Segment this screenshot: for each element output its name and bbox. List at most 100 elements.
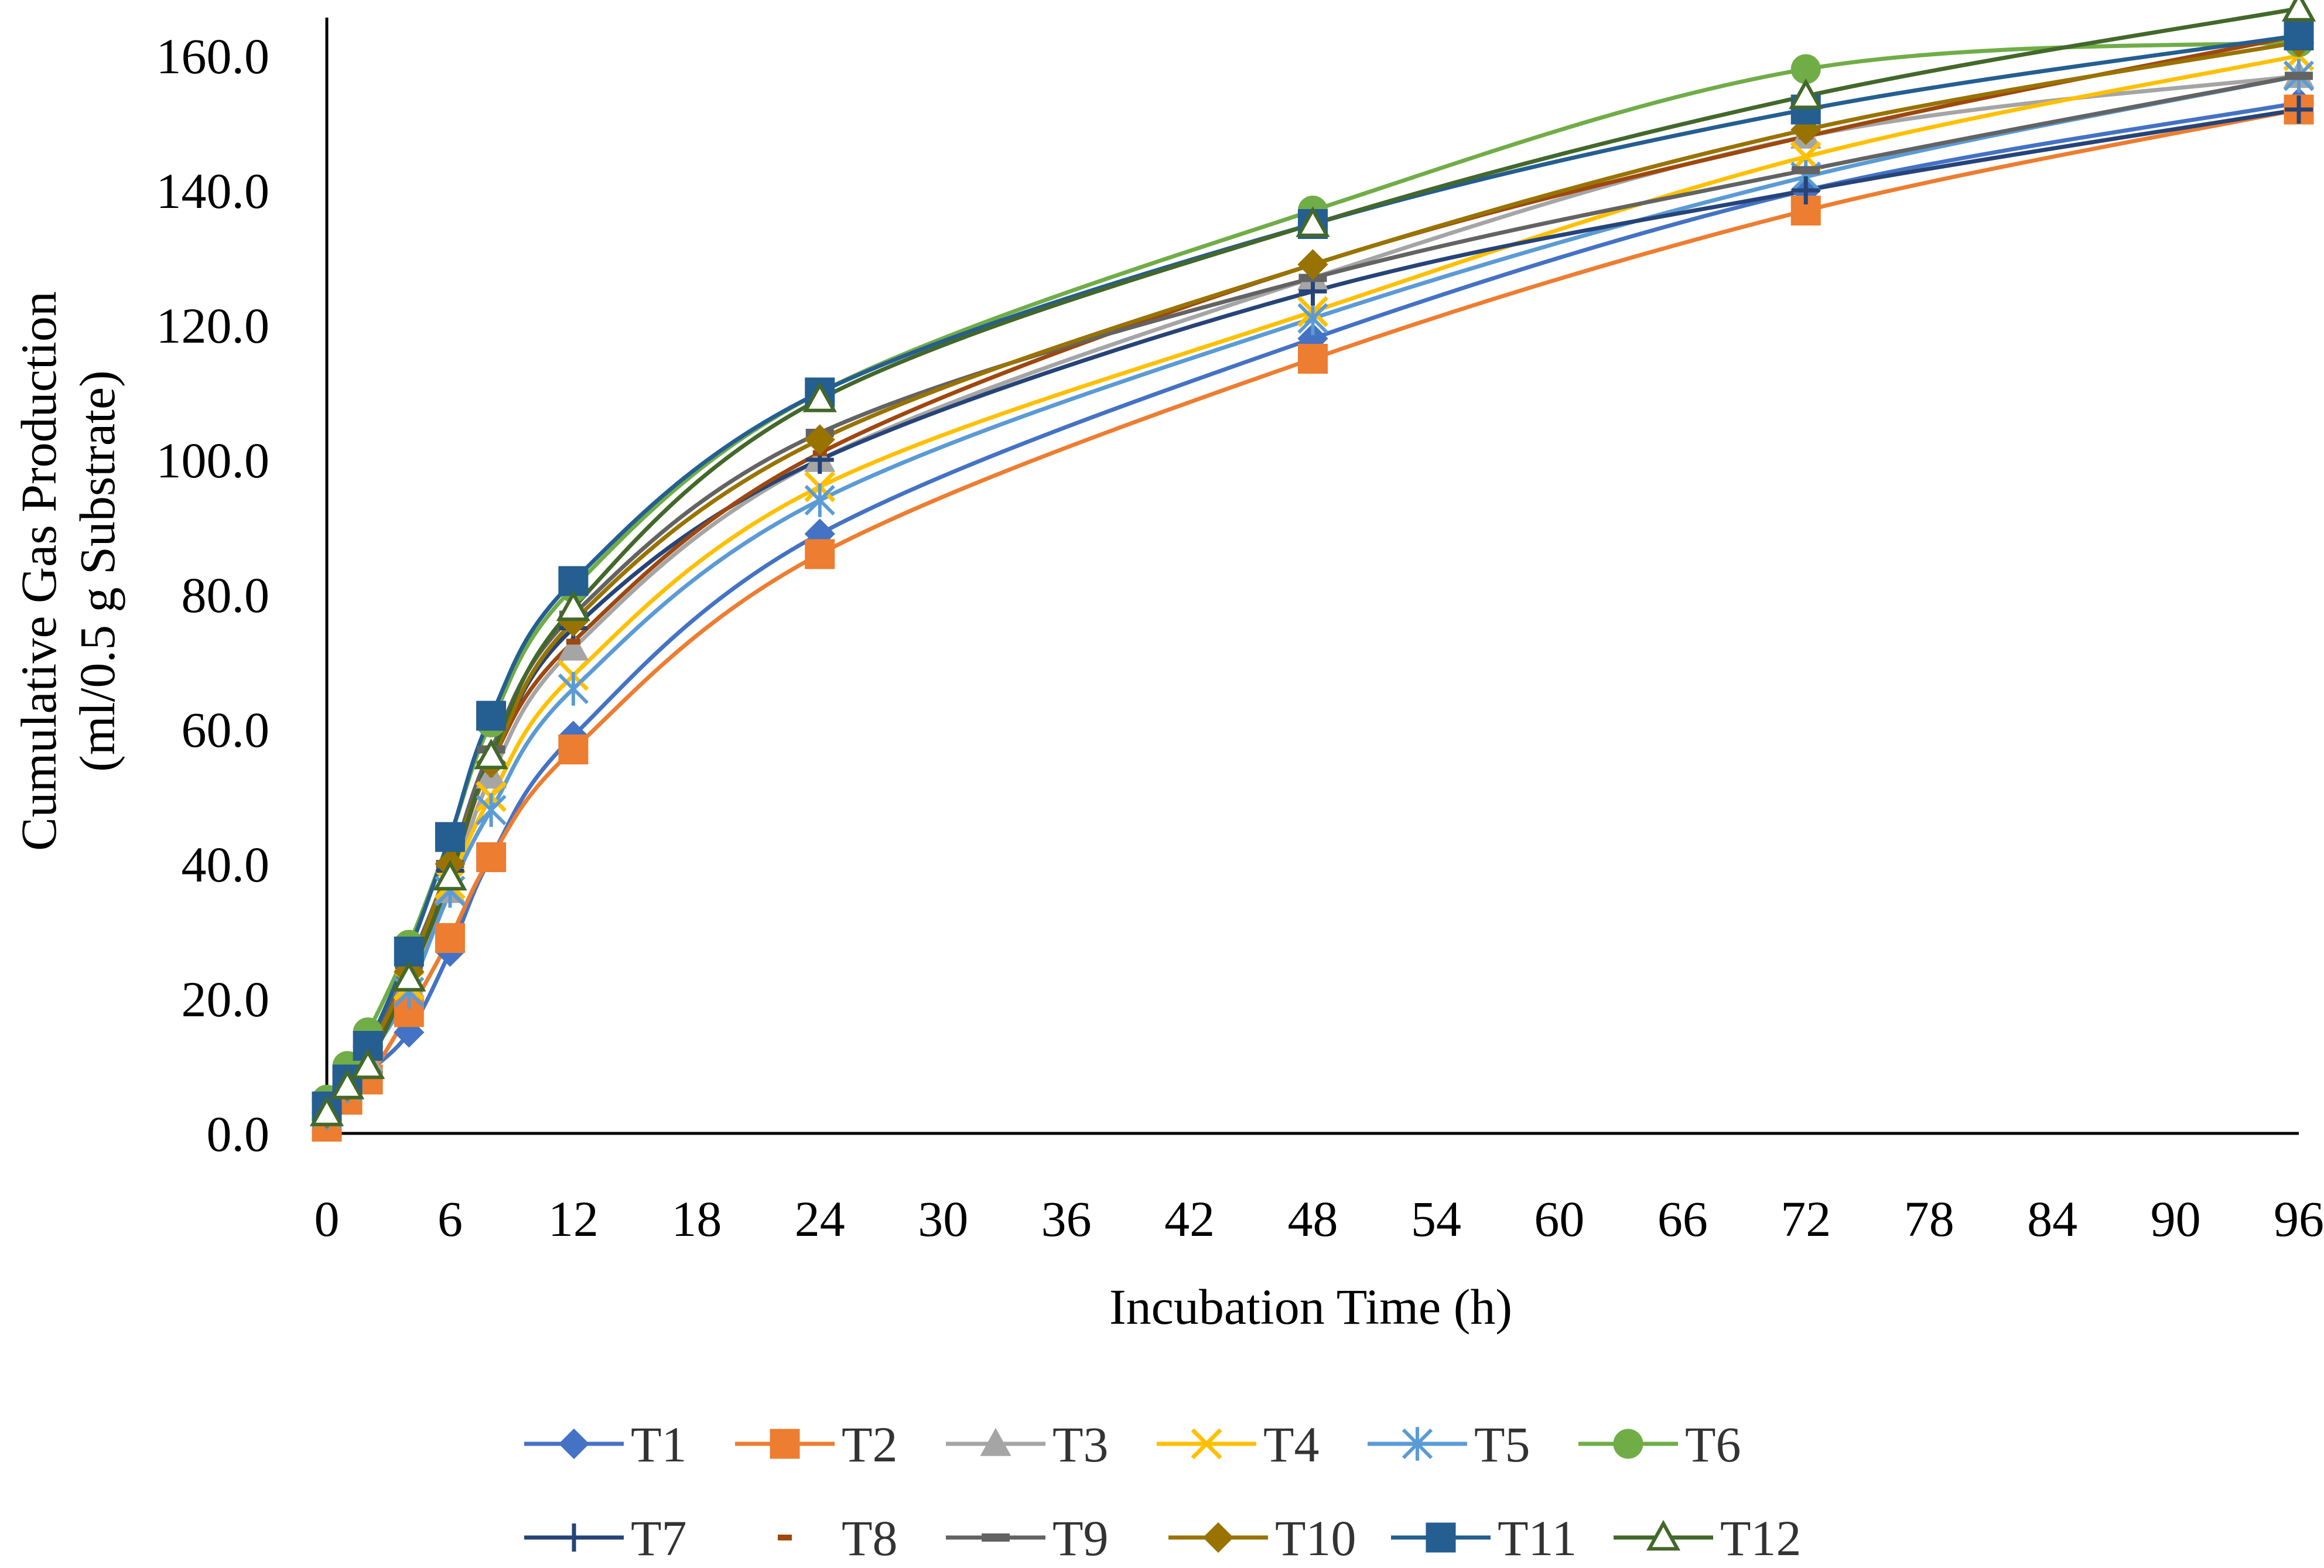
legend-label: T9 [1052,1510,1109,1566]
y-axis-title: Cumulative Gas Production (ml/0.5 g Subs… [11,291,125,850]
data-point-t12 [351,1048,385,1080]
legend-label: T5 [1474,1416,1530,1473]
y-tick-label: 140.0 [156,163,270,219]
data-point-t7 [1792,176,1820,204]
y-axis-ticks: 0.0 20.0 40.0 60.0 80.0 100.0 120.0 140.0 160.0 [156,28,270,1162]
data-point-t12 [474,738,508,770]
data-point-t12 [392,961,426,992]
data-point-t12 [556,590,590,621]
series-line-t12 [325,6,2299,1115]
legend-swatch-marker [778,1535,792,1540]
legend-item-t8: T8 [778,1510,898,1566]
data-point-t12 [2281,0,2316,22]
y-axis-title-line-2: (ml/0.5 g Substrate) [69,370,125,772]
data-point-t5 [476,793,507,827]
legend-item-t3: T3 [946,1416,1109,1473]
data-point-t2 [805,539,835,569]
data-point-t3 [558,632,589,661]
legend-item-t2: T2 [735,1416,898,1473]
data-point-t12 [802,381,837,412]
legend-swatch-marker [560,1523,588,1552]
y-tick-label: 40.0 [182,836,270,893]
y-tick-label: 100.0 [156,432,270,488]
x-axis-ticks: 0 6 12 18 24 30 36 42 48 54 60 66 72 78 84 90 96 [315,1191,2324,1247]
axes [325,18,2299,1135]
x-tick-label: 48 [1288,1191,1338,1247]
x-tick-label: 42 [1164,1191,1215,1247]
data-point-t5 [558,672,589,706]
data-point-t5 [804,483,835,517]
data-point-t9 [1792,166,1820,175]
legend-swatch-marker [982,1533,1010,1542]
x-tick-label: 78 [1904,1191,1954,1247]
data-point-t11 [476,701,507,731]
legend-swatch-marker [980,1427,1011,1456]
data-point-t8 [566,638,580,645]
legend: T1 T2 T3 T4 T5 T6 T7 T8 T9 T10 T11 T12 [524,1416,1802,1566]
data-point-t11 [435,822,465,852]
legend-item-t4: T4 [1157,1416,1320,1473]
legend-item-t11: T11 [1391,1510,1577,1566]
legend-label: T3 [1052,1416,1109,1473]
legend-item-t7: T7 [524,1510,687,1566]
legend-item-t12: T12 [1614,1510,1802,1566]
legend-label: T7 [631,1510,687,1566]
legend-label: T12 [1720,1510,1802,1566]
x-tick-label: 24 [795,1191,845,1247]
legend-item-t10: T10 [1168,1510,1356,1566]
y-tick-label: 60.0 [182,702,270,758]
x-tick-label: 96 [2274,1191,2324,1247]
x-tick-label: 12 [548,1191,599,1247]
legend-label: T11 [1498,1510,1577,1566]
y-tick-label: 120.0 [156,298,270,354]
x-tick-label: 0 [315,1191,340,1247]
data-point-t10 [804,424,835,455]
x-tick-label: 72 [1780,1191,1831,1247]
x-tick-label: 6 [438,1191,463,1247]
legend-label: T10 [1275,1510,1356,1566]
data-point-t2 [558,735,589,764]
legend-swatch-marker [1613,1429,1643,1459]
data-point-t12 [330,1068,365,1099]
data-point-t11 [2284,21,2314,50]
legend-label: T1 [631,1416,687,1473]
legend-item-t9: T9 [946,1510,1109,1566]
legend-swatch-marker [558,1428,590,1460]
data-point-t12 [433,859,467,891]
legend-swatch-marker [1646,1519,1681,1551]
x-tick-label: 66 [1657,1191,1708,1247]
legend-item-t6: T6 [1578,1416,1741,1473]
y-tick-label: 20.0 [182,971,270,1027]
data-point-t2 [476,842,507,872]
legend-item-t5: T5 [1368,1416,1530,1473]
legend-swatch-marker [1202,1522,1234,1553]
data-point-t7 [2285,95,2313,124]
legend-label: T8 [842,1510,898,1566]
data-point-t11 [353,1031,383,1061]
y-axis-title-line-1: Cumulative Gas Production [11,291,67,850]
legend-swatch-marker [1426,1522,1456,1553]
data-point-t12 [1789,78,1823,110]
legend-item-t1: T1 [524,1416,687,1473]
x-tick-label: 84 [2027,1191,2077,1247]
data-point-t5 [1297,301,1328,336]
legend-label: T6 [1685,1416,1741,1473]
legend-label: T2 [842,1416,898,1473]
x-tick-label: 54 [1411,1191,1461,1247]
x-axis-title: Incubation Time (h) [1109,1279,1512,1335]
series-lines [325,6,2299,1128]
x-tick-label: 18 [671,1191,722,1247]
data-point-t12 [309,1095,344,1126]
data-point-t2 [435,923,465,953]
x-tick-label: 90 [2151,1191,2201,1247]
series-markers [309,0,2316,1142]
y-tick-label: 0.0 [207,1106,270,1162]
x-tick-label: 60 [1534,1191,1584,1247]
legend-swatch-marker [1191,1428,1222,1460]
data-point-t9 [2285,71,2313,80]
x-tick-label: 36 [1041,1191,1092,1247]
legend-label: T4 [1263,1416,1320,1473]
data-point-t10 [1297,249,1328,280]
data-point-t12 [1296,206,1330,237]
